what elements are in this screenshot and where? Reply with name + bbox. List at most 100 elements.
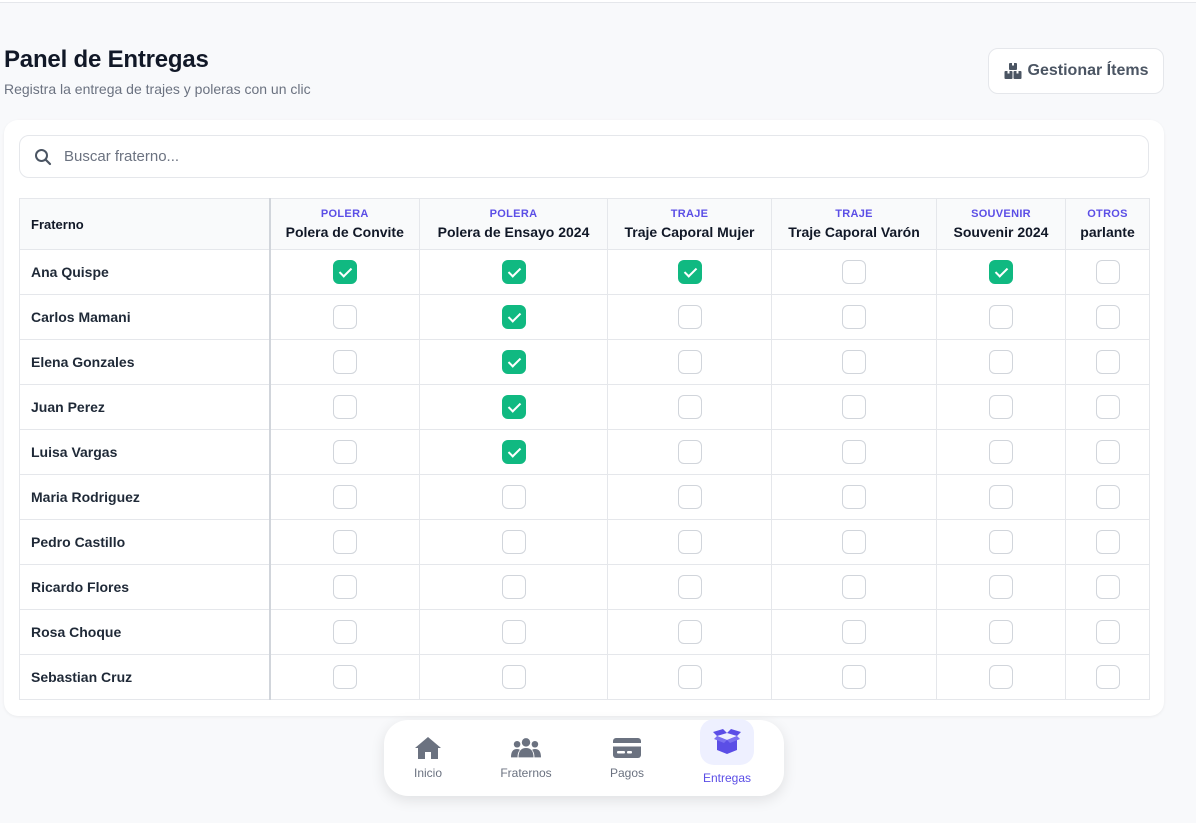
delivery-cell [771, 429, 937, 475]
deliveries-table: Fraterno POLERA Polera de Convite POLERA P… [19, 198, 1150, 700]
delivered-checkbox[interactable] [332, 395, 357, 419]
delivered-checkbox[interactable] [989, 665, 1013, 689]
delivered-checkbox[interactable] [677, 530, 702, 554]
delivered-checkbox[interactable] [1095, 305, 1120, 329]
search-input[interactable] [64, 136, 1148, 177]
delivery-cell [419, 609, 608, 655]
delivered-checkbox[interactable] [1095, 665, 1120, 689]
delivered-checkbox[interactable] [989, 305, 1013, 329]
delivered-checkbox[interactable] [1095, 620, 1120, 644]
item-name: Souvenir 2024 [953, 223, 1049, 240]
delivered-checkbox[interactable] [989, 620, 1013, 644]
delivered-checkbox[interactable] [1095, 395, 1120, 419]
item-category: TRAJE [670, 207, 709, 220]
delivery-cell [936, 429, 1066, 475]
delivery-cell [936, 384, 1066, 430]
delivery-cell [771, 609, 937, 655]
nav-item-fraternos[interactable]: Fraternos [490, 720, 562, 796]
delivered-checkbox[interactable] [332, 530, 357, 554]
delivered-checkbox[interactable] [989, 440, 1013, 464]
delivered-checkbox[interactable] [501, 620, 526, 644]
fraterno-name: Ricardo Flores [19, 564, 271, 610]
delivered-checkbox[interactable] [989, 530, 1013, 554]
delivered-checkbox-checked[interactable] [501, 395, 526, 419]
delivery-cell [419, 474, 608, 520]
delivery-cell [1065, 519, 1150, 565]
table-row: Juan Perez [19, 384, 1150, 430]
delivered-checkbox[interactable] [842, 575, 866, 599]
column-header-item: SOUVENIR Souvenir 2024 [936, 198, 1066, 250]
delivered-checkbox[interactable] [501, 485, 526, 509]
delivered-checkbox[interactable] [842, 440, 866, 464]
page-title: Panel de Entregas [4, 46, 209, 73]
delivered-checkbox[interactable] [989, 485, 1013, 509]
delivered-checkbox[interactable] [989, 395, 1013, 419]
item-name: Traje Caporal Mujer [624, 223, 755, 240]
delivered-checkbox[interactable] [677, 395, 702, 419]
delivery-cell [419, 339, 608, 385]
delivered-checkbox[interactable] [1095, 575, 1120, 599]
nav-item-inicio[interactable]: Inicio [398, 720, 458, 796]
delivered-checkbox[interactable] [842, 395, 866, 419]
delivered-checkbox[interactable] [677, 575, 702, 599]
table-row: Ana Quispe [19, 249, 1150, 295]
delivered-checkbox[interactable] [332, 350, 357, 374]
delivered-checkbox[interactable] [1095, 440, 1120, 464]
delivered-checkbox[interactable] [842, 485, 866, 509]
delivered-checkbox-checked[interactable] [501, 305, 526, 329]
delivered-checkbox[interactable] [1095, 530, 1120, 554]
delivered-checkbox[interactable] [842, 665, 866, 689]
delivered-checkbox[interactable] [501, 530, 526, 554]
fraterno-name: Sebastian Cruz [19, 654, 271, 700]
delivered-checkbox[interactable] [677, 485, 702, 509]
delivery-cell [419, 654, 608, 700]
delivery-cell [269, 654, 420, 700]
delivered-checkbox[interactable] [677, 350, 702, 374]
delivery-cell [1065, 654, 1150, 700]
delivered-checkbox[interactable] [842, 350, 866, 374]
delivered-checkbox[interactable] [1095, 485, 1120, 509]
item-category: TRAJE [835, 207, 873, 220]
delivered-checkbox[interactable] [842, 305, 866, 329]
manage-items-button[interactable]: Gestionar Ítems [988, 48, 1164, 94]
delivered-checkbox-checked[interactable] [677, 260, 702, 284]
delivered-checkbox[interactable] [501, 665, 526, 689]
delivered-checkbox[interactable] [842, 530, 866, 554]
delivered-checkbox[interactable] [332, 665, 357, 689]
delivered-checkbox[interactable] [1095, 350, 1120, 374]
delivery-cell [269, 609, 420, 655]
delivered-checkbox-checked[interactable] [989, 260, 1013, 284]
delivered-checkbox-checked[interactable] [501, 260, 526, 284]
delivered-checkbox[interactable] [677, 665, 702, 689]
delivered-checkbox[interactable] [332, 440, 357, 464]
delivered-checkbox[interactable] [677, 620, 702, 644]
delivered-checkbox[interactable] [842, 260, 866, 284]
nav-item-entregas[interactable]: Entregas [694, 719, 760, 796]
nav-item-pagos[interactable]: Pagos [597, 720, 657, 796]
delivered-checkbox[interactable] [332, 485, 357, 509]
delivered-checkbox[interactable] [989, 350, 1013, 374]
column-header-item: OTROS parlante [1065, 198, 1150, 250]
delivered-checkbox[interactable] [1095, 260, 1120, 284]
delivered-checkbox[interactable] [842, 620, 866, 644]
manage-items-label: Gestionar Ítems [1027, 62, 1149, 79]
item-category: OTROS [1087, 207, 1128, 220]
delivered-checkbox[interactable] [677, 440, 702, 464]
delivered-checkbox-checked[interactable] [501, 350, 526, 374]
delivery-cell [1065, 609, 1150, 655]
delivered-checkbox[interactable] [989, 575, 1013, 599]
search-icon [35, 148, 52, 165]
delivered-checkbox[interactable] [332, 620, 357, 644]
delivered-checkbox-checked[interactable] [332, 260, 357, 284]
boxes-icon [1004, 63, 1022, 79]
delivered-checkbox[interactable] [501, 575, 526, 599]
delivery-cell [936, 519, 1066, 565]
fraterno-name: Luisa Vargas [19, 429, 271, 475]
delivery-cell [607, 609, 772, 655]
delivered-checkbox[interactable] [332, 575, 357, 599]
delivered-checkbox[interactable] [332, 305, 357, 329]
delivered-checkbox-checked[interactable] [501, 440, 526, 464]
delivery-cell [1065, 564, 1150, 610]
delivered-checkbox[interactable] [677, 305, 702, 329]
